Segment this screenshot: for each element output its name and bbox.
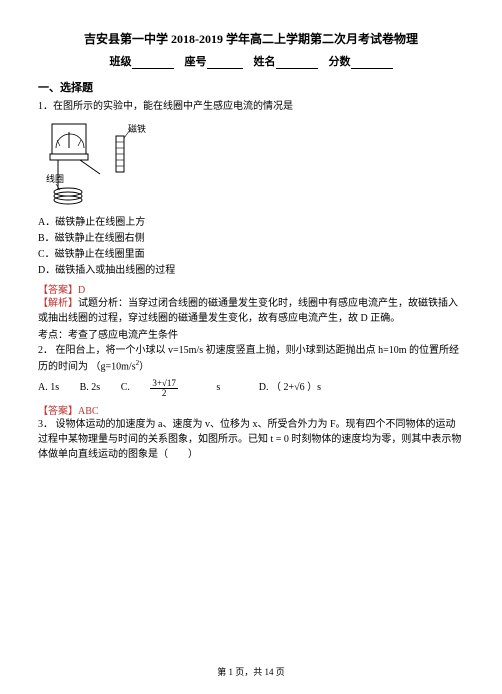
- seat-label: 座号: [185, 53, 207, 69]
- q3-stem: 3． 设物体运动的加速度为 a、速度为 v、位移为 x、所受合外力为 F。现有四…: [38, 417, 464, 462]
- q1-answer: 【答案】D: [38, 281, 464, 296]
- class-blank: [132, 57, 174, 69]
- q1-answer-value: D: [78, 285, 85, 296]
- q2-answer: 【答案】ABC: [38, 402, 464, 417]
- q2-opt-d: D. （ 2+√6 ）s: [259, 382, 321, 393]
- fig-label-magnet: 磁铁: [128, 123, 146, 134]
- page-footer: 第 1 页，共 14 页: [0, 665, 502, 678]
- page-number: 第 1 页，共 14 页: [217, 667, 285, 677]
- q1-stem: 1．在图所示的实验中，能在线圈中产生感应电流的情况是: [38, 99, 464, 114]
- q1-keypoint: 考点：考查了感应电流产生条件: [38, 328, 464, 343]
- q1-option-a: A．磁铁静止在线圈上方: [38, 215, 464, 231]
- score-blank: [351, 57, 393, 69]
- q1-option-d: D．磁铁插入或抽出线圈的过程: [38, 263, 464, 279]
- q1-analysis-body: 试题分析：当穿过闭合线圈的磁通量发生变化时，线圈中有感应电流产生，故磁铁插入或抽…: [38, 298, 458, 324]
- q2-stem: 2． 在阳台上，将一个小球以 v=15m/s 初速度竖直上抛，则小球到达距抛出点…: [38, 343, 464, 374]
- header-fields: 班级 座号 姓名 分数: [38, 53, 464, 69]
- q2-stem-c: ）: [139, 361, 149, 372]
- q2-stem-b: （g=10m/s: [91, 361, 136, 372]
- fig-label-coil: 线圈: [46, 173, 64, 184]
- q1-analysis-label: 【解析】: [38, 298, 78, 309]
- q2-opt-b: B. 2s: [80, 382, 101, 393]
- q2-opt-c-post: s: [214, 382, 220, 393]
- q1-figure: 磁铁 线圈: [46, 118, 464, 211]
- q2-answer-value: ABC: [78, 406, 99, 417]
- section-heading-1: 一、选择题: [38, 79, 464, 95]
- name-blank: [276, 57, 318, 69]
- q1-analysis-row: 【解析】试题分析：当穿过闭合线圈的磁通量发生变化时，线圈中有感应电流产生，故磁铁…: [38, 296, 464, 326]
- name-label: 姓名: [254, 53, 276, 69]
- q2-opt-c: C. 3+√172 s: [121, 382, 241, 393]
- score-label: 分数: [329, 53, 351, 69]
- galvanometer-magnet-coil-diagram: 磁铁 线圈: [46, 118, 156, 208]
- q2-opt-c-frac: 3+√172: [150, 379, 196, 398]
- class-label: 班级: [110, 53, 132, 69]
- q1-option-c: C．磁铁静止在线圈里面: [38, 247, 464, 263]
- q2-opt-a: A. 1s: [38, 382, 59, 393]
- q2-opt-c-pre: C.: [121, 382, 133, 393]
- seat-blank: [207, 57, 243, 69]
- q2-options: A. 1s B. 2s C. 3+√172 s D. （ 2+√6 ）s: [38, 378, 464, 397]
- q1-answer-label: 【答案】: [38, 285, 78, 296]
- exam-title: 吉安县第一中学 2018-2019 学年高二上学期第二次月考试卷物理: [38, 30, 464, 47]
- q2-opt-c-den: 2: [150, 389, 178, 398]
- q2-answer-label: 【答案】: [38, 406, 78, 417]
- q1-option-b: B．磁铁静止在线圈右侧: [38, 231, 464, 247]
